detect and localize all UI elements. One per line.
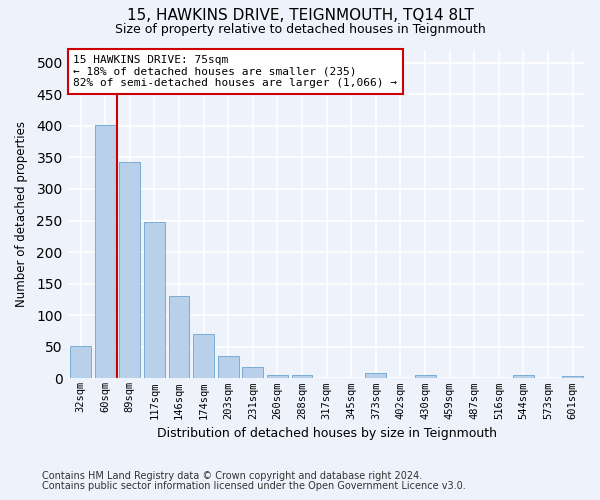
- Bar: [415, 375, 436, 378]
- Text: Contains HM Land Registry data © Crown copyright and database right 2024.: Contains HM Land Registry data © Crown c…: [42, 471, 422, 481]
- Bar: [242, 367, 263, 378]
- Bar: [365, 374, 386, 378]
- Text: Contains public sector information licensed under the Open Government Licence v3: Contains public sector information licen…: [42, 481, 466, 491]
- X-axis label: Distribution of detached houses by size in Teignmouth: Distribution of detached houses by size …: [157, 427, 497, 440]
- Text: Size of property relative to detached houses in Teignmouth: Size of property relative to detached ho…: [115, 22, 485, 36]
- Bar: [267, 374, 288, 378]
- Bar: [169, 296, 190, 378]
- Bar: [218, 356, 239, 378]
- Text: 15 HAWKINS DRIVE: 75sqm
← 18% of detached houses are smaller (235)
82% of semi-d: 15 HAWKINS DRIVE: 75sqm ← 18% of detache…: [73, 55, 397, 88]
- Text: 15, HAWKINS DRIVE, TEIGNMOUTH, TQ14 8LT: 15, HAWKINS DRIVE, TEIGNMOUTH, TQ14 8LT: [127, 8, 473, 22]
- Bar: [70, 346, 91, 378]
- Bar: [292, 374, 313, 378]
- Y-axis label: Number of detached properties: Number of detached properties: [15, 121, 28, 307]
- Bar: [513, 375, 534, 378]
- Bar: [144, 222, 165, 378]
- Bar: [562, 376, 583, 378]
- Bar: [95, 125, 116, 378]
- Bar: [193, 334, 214, 378]
- Bar: [119, 162, 140, 378]
